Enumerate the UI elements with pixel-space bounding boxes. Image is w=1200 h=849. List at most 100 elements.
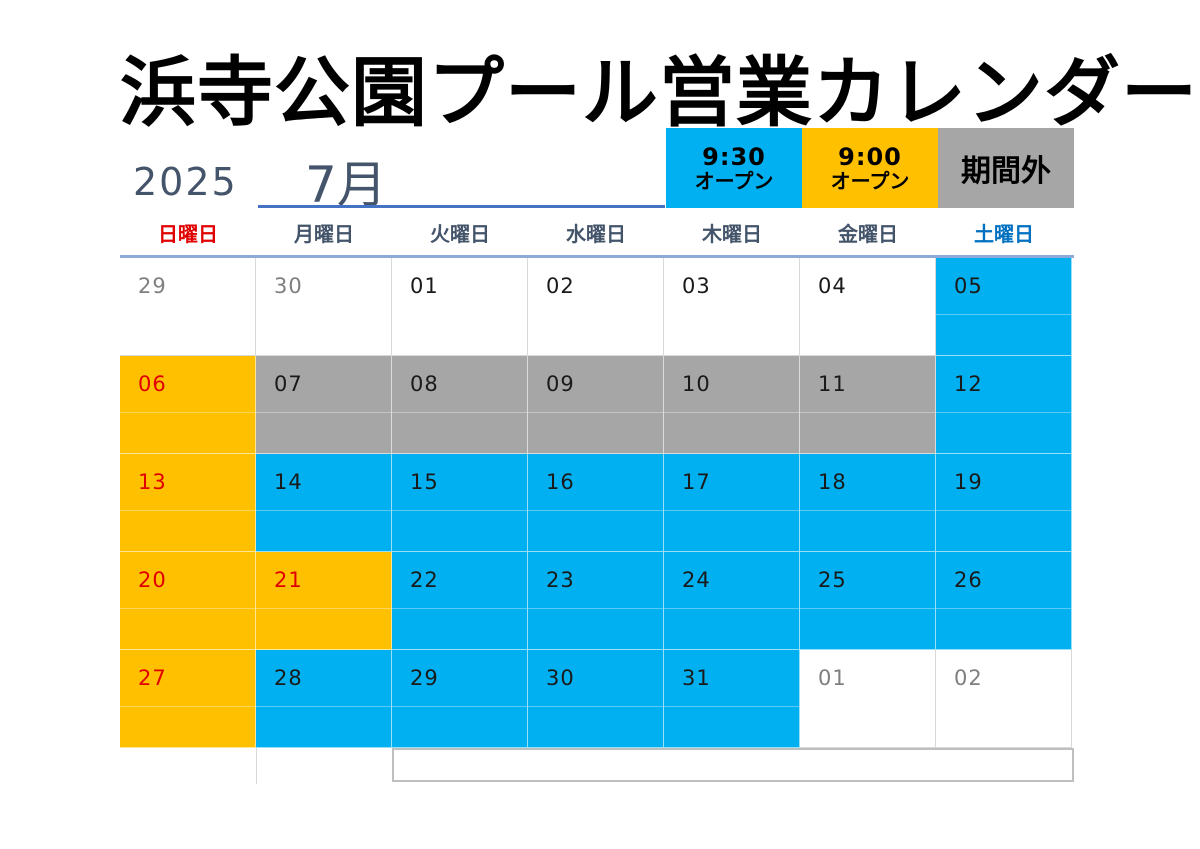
cell-divider xyxy=(256,608,391,609)
day-cell: 02 xyxy=(936,650,1072,748)
day-cell: 28 xyxy=(256,650,392,748)
cell-divider xyxy=(936,412,1071,413)
day-number: 28 xyxy=(274,666,303,690)
day-cell: 18 xyxy=(800,454,936,552)
day-cell: 19 xyxy=(936,454,1072,552)
day-cell: 29 xyxy=(392,650,528,748)
day-cell: 21 xyxy=(256,552,392,650)
day-cell: 20 xyxy=(120,552,256,650)
day-cell: 04 xyxy=(800,258,936,356)
day-number: 01 xyxy=(818,666,847,690)
day-number: 18 xyxy=(818,470,847,494)
month-label: 7月 xyxy=(305,156,387,214)
day-cell: 07 xyxy=(256,356,392,454)
day-number: 07 xyxy=(274,372,303,396)
day-number: 19 xyxy=(954,470,983,494)
day-cell: 06 xyxy=(120,356,256,454)
day-number: 15 xyxy=(410,470,439,494)
day-cell: 30 xyxy=(256,258,392,356)
day-cell: 05 xyxy=(936,258,1072,356)
cell-divider xyxy=(664,706,799,707)
legend-open-900-time: 9:00 xyxy=(838,143,902,171)
day-cell: 16 xyxy=(528,454,664,552)
cell-divider xyxy=(936,608,1071,609)
day-number: 30 xyxy=(274,274,303,298)
cell-divider xyxy=(528,608,663,609)
day-number: 03 xyxy=(682,274,711,298)
weekday-saturday: 土曜日 xyxy=(974,222,1034,246)
day-number: 11 xyxy=(818,372,847,396)
day-number: 14 xyxy=(274,470,303,494)
day-cell: 29 xyxy=(120,258,256,356)
legend-open-900-label: オープン xyxy=(830,169,910,193)
day-cell: 25 xyxy=(800,552,936,650)
cell-divider xyxy=(800,608,935,609)
day-number: 06 xyxy=(138,372,167,396)
legend-off-season-label: 期間外 xyxy=(961,154,1051,189)
day-number: 17 xyxy=(682,470,711,494)
day-number: 25 xyxy=(818,568,847,592)
calendar-title: 浜寺公園プール営業カレンダー xyxy=(120,48,1198,137)
day-cell: 31 xyxy=(664,650,800,748)
day-number: 01 xyxy=(410,274,439,298)
cell-divider xyxy=(800,510,935,511)
day-number: 20 xyxy=(138,568,167,592)
day-number: 31 xyxy=(682,666,711,690)
day-cell: 08 xyxy=(392,356,528,454)
day-cell: 26 xyxy=(936,552,1072,650)
day-number: 02 xyxy=(954,666,983,690)
day-cell: 03 xyxy=(664,258,800,356)
weekday-thursday: 木曜日 xyxy=(702,222,762,246)
cell-divider xyxy=(936,510,1071,511)
day-number: 04 xyxy=(818,274,847,298)
day-number: 09 xyxy=(546,372,575,396)
day-cell: 24 xyxy=(664,552,800,650)
day-number: 24 xyxy=(682,568,711,592)
day-cell: 23 xyxy=(528,552,664,650)
day-cell: 10 xyxy=(664,356,800,454)
day-cell: 14 xyxy=(256,454,392,552)
day-number: 23 xyxy=(546,568,575,592)
cell-divider xyxy=(528,412,663,413)
legend-open-930-label: オープン xyxy=(694,169,774,193)
cell-divider xyxy=(256,412,391,413)
cell-divider xyxy=(392,706,527,707)
cell-divider xyxy=(120,608,255,609)
weekday-monday: 月曜日 xyxy=(294,222,354,246)
cell-divider xyxy=(664,412,799,413)
cell-divider xyxy=(120,412,255,413)
day-number: 16 xyxy=(546,470,575,494)
cell-divider xyxy=(528,706,663,707)
weekday-wednesday: 水曜日 xyxy=(566,222,626,246)
day-number: 02 xyxy=(546,274,575,298)
header-divider xyxy=(120,255,1074,258)
day-cell: 01 xyxy=(800,650,936,748)
day-number: 21 xyxy=(274,568,303,592)
cell-divider xyxy=(528,510,663,511)
day-cell: 27 xyxy=(120,650,256,748)
day-number: 29 xyxy=(410,666,439,690)
weekday-sunday: 日曜日 xyxy=(158,222,218,246)
day-number: 22 xyxy=(410,568,439,592)
day-cell: 22 xyxy=(392,552,528,650)
day-cell: 02 xyxy=(528,258,664,356)
day-cell: 15 xyxy=(392,454,528,552)
day-number: 27 xyxy=(138,666,167,690)
legend-open-900: 9:00 オープン xyxy=(802,128,938,208)
cell-divider xyxy=(664,608,799,609)
year-label: 2025 xyxy=(133,160,238,204)
day-cell: 17 xyxy=(664,454,800,552)
cell-divider xyxy=(392,412,527,413)
cell-divider xyxy=(392,510,527,511)
cell-divider xyxy=(800,412,935,413)
day-number: 05 xyxy=(954,274,983,298)
cell-divider xyxy=(120,510,255,511)
cell-divider xyxy=(392,608,527,609)
day-number: 29 xyxy=(138,274,167,298)
day-cell: 12 xyxy=(936,356,1072,454)
notes-box xyxy=(392,748,1074,782)
legend-off-season: 期間外 xyxy=(938,128,1074,208)
day-cell: 01 xyxy=(392,258,528,356)
weekday-friday: 金曜日 xyxy=(838,222,898,246)
cell-divider xyxy=(664,510,799,511)
